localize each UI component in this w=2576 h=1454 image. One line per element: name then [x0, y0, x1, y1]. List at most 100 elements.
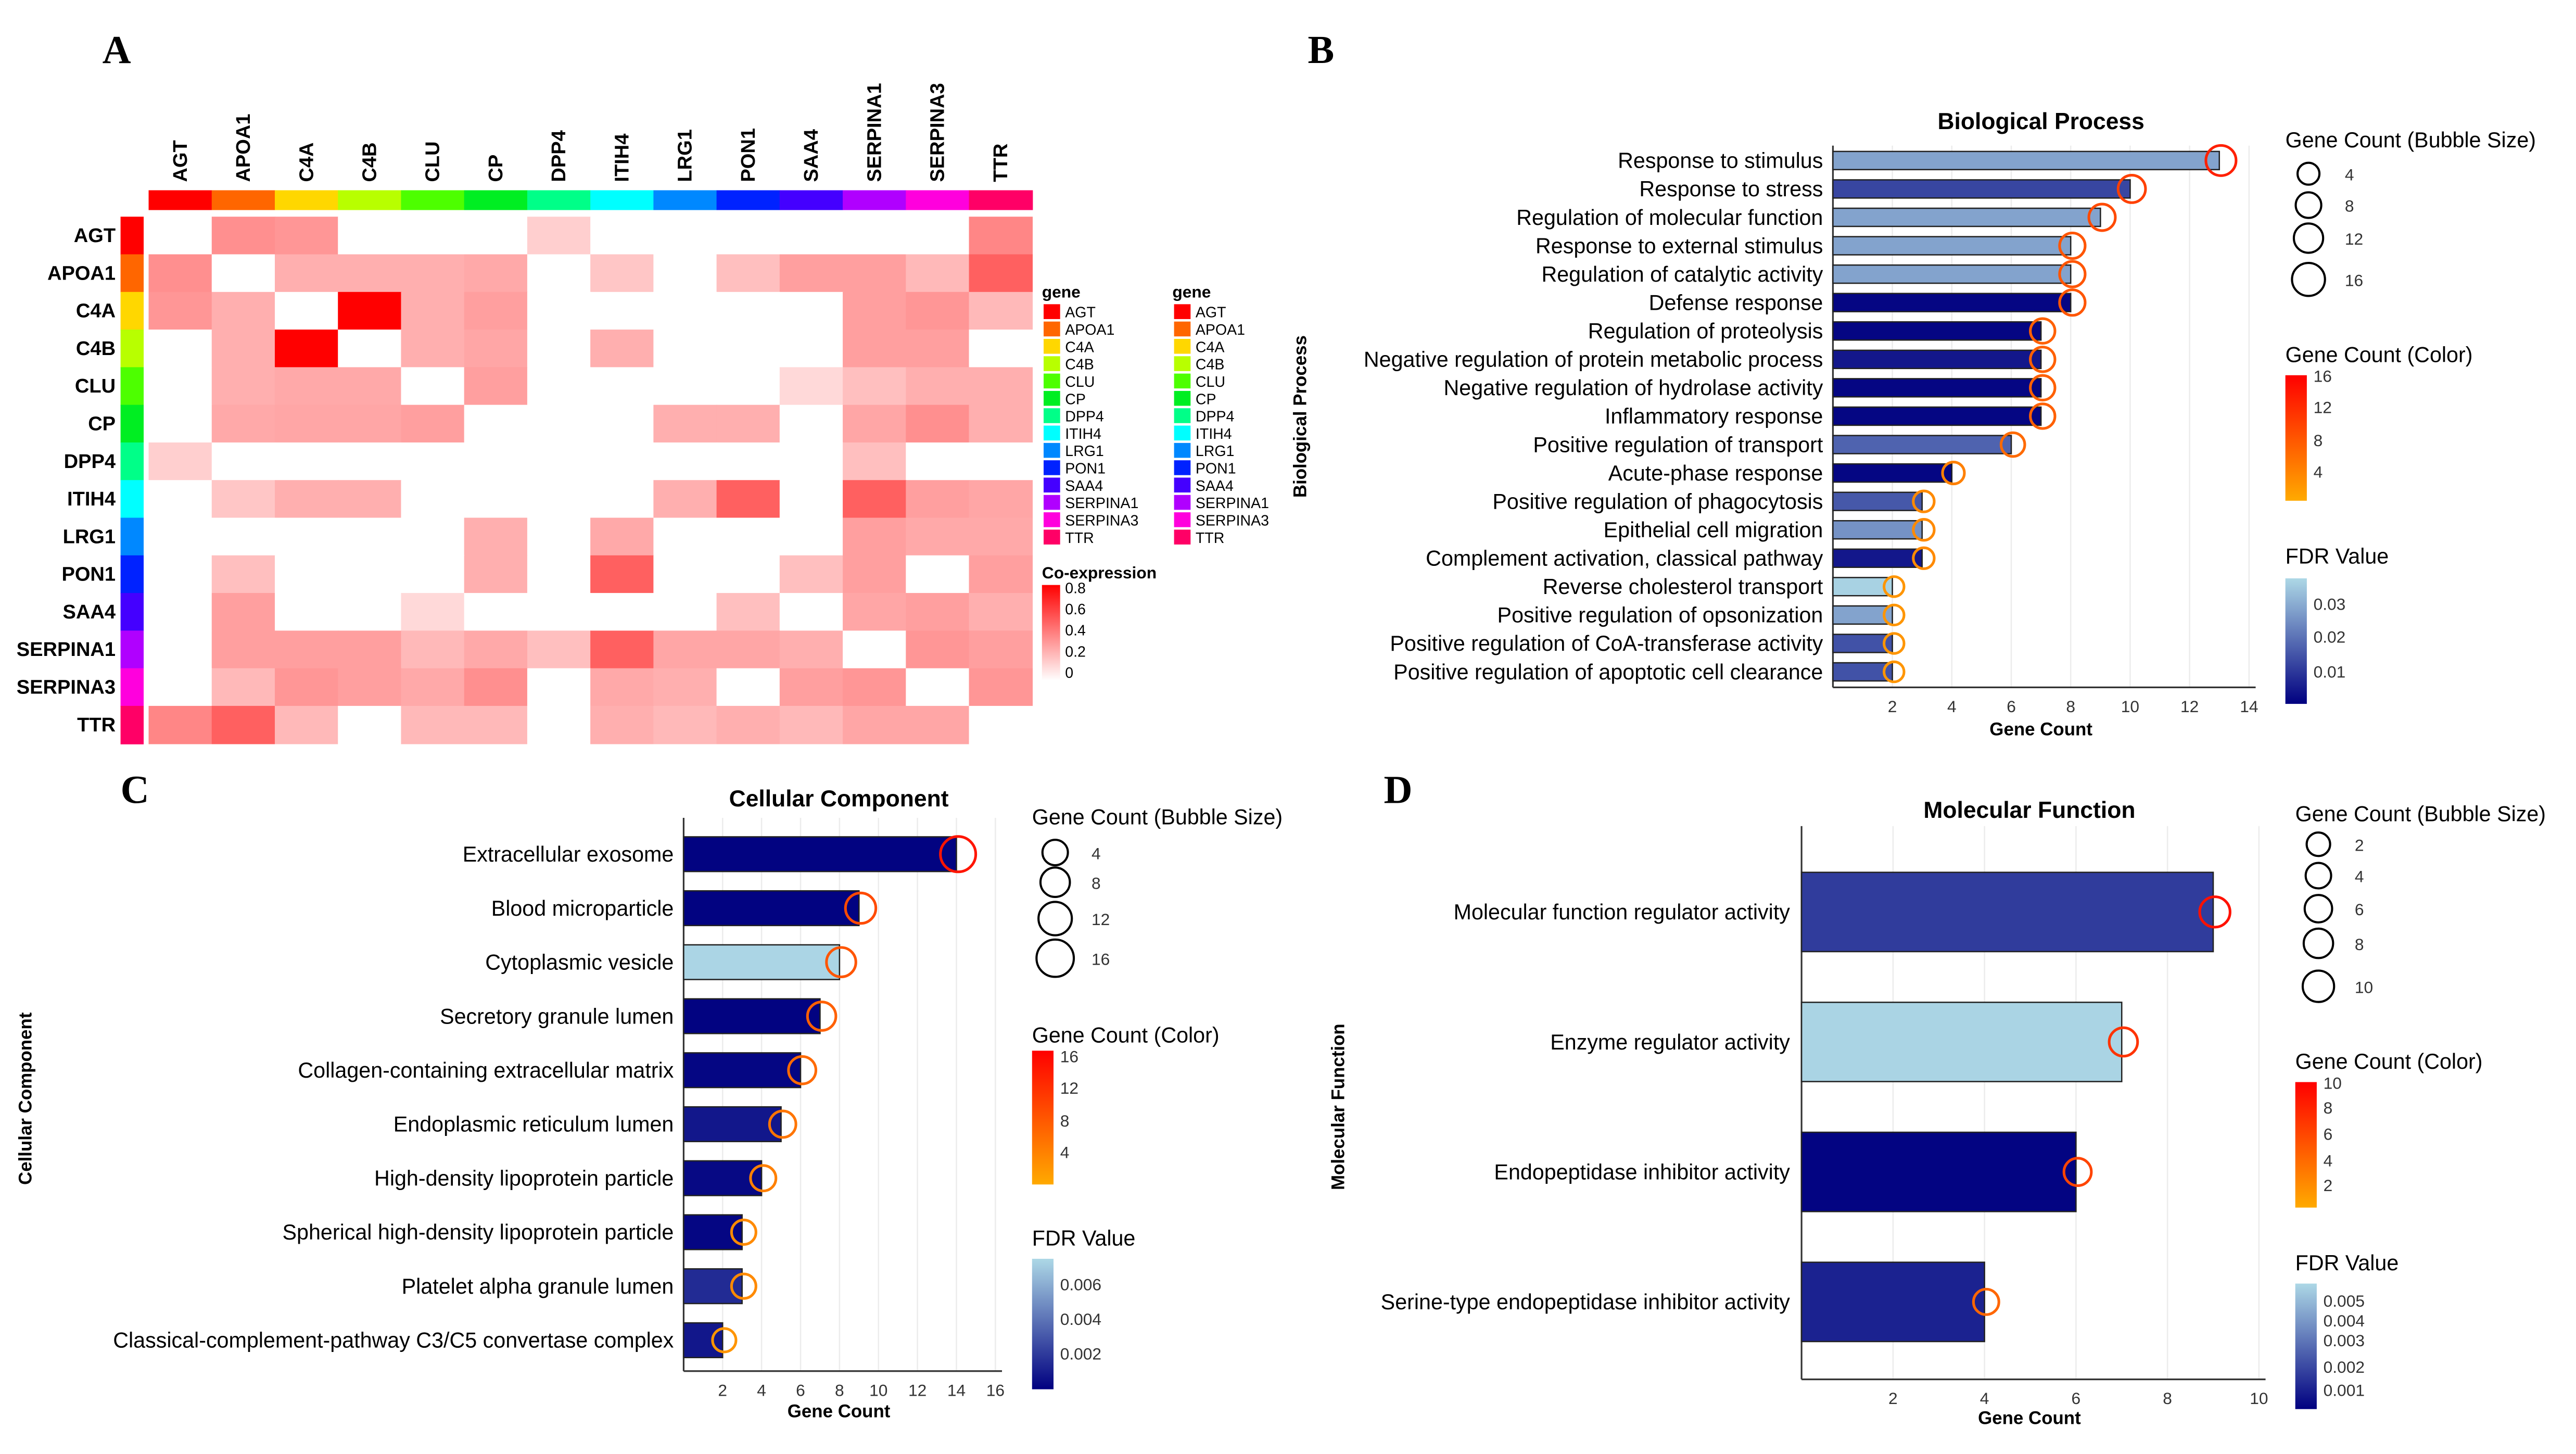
bar: [1800, 1131, 2077, 1212]
gene-legend-label: APOA1: [1065, 322, 1114, 338]
bubble-legend-circle: [2304, 862, 2332, 890]
heatmap-cell: [527, 705, 591, 744]
row-color-bar: [120, 404, 144, 444]
fdr-colorbar-tick: 0.03: [2314, 595, 2346, 613]
heatmap-cell: [779, 254, 844, 293]
heatmap-cell: [211, 442, 276, 481]
x-tick-label: 10: [869, 1381, 887, 1399]
heatmap-cell: [653, 555, 717, 594]
heatmap-cell: [843, 555, 907, 594]
fdr-colorbar-tick: 0.01: [2314, 662, 2346, 681]
heatmap-cell: [274, 442, 339, 481]
heatmap-cell: [464, 217, 528, 255]
heatmap-cell: [779, 404, 844, 444]
coexpression-heatmap: AGTAGTAPOA1APOA1C4AC4AC4BC4BCLUCLUCPCPDP…: [17, 83, 1269, 744]
heatmap-cell: [843, 593, 907, 631]
heatmap-cell: [716, 254, 781, 293]
heatmap-cell: [653, 292, 717, 331]
heatmap-cell: [274, 367, 339, 406]
category-label: Response to external stimulus: [1536, 234, 1823, 258]
fdr-colorbar-tick: 0.003: [2324, 1331, 2365, 1350]
heatmap-cell: [527, 217, 591, 255]
heatmap-cell: [843, 367, 907, 406]
coexpression-tick: 0.8: [1065, 580, 1086, 597]
category-label: Secretory granule lumen: [440, 1004, 674, 1028]
gene-count-bubble: [749, 1164, 778, 1193]
column-color-bar: [906, 190, 970, 210]
heatmap-cell: [148, 404, 213, 444]
gene-count-bubble: [711, 1327, 738, 1354]
gene-legend-swatch: [1174, 425, 1191, 441]
category-label: Positive regulation of CoA-transferase a…: [1390, 631, 1823, 655]
heatmap-cell: [969, 705, 1033, 744]
heatmap-cell: [464, 367, 528, 406]
chart-title: Cellular Component: [729, 786, 949, 812]
heatmap-cell: [779, 668, 844, 707]
bubble-legend-label: 8: [2355, 935, 2364, 954]
column-label: AGT: [170, 140, 192, 182]
heatmap-cell: [653, 367, 717, 406]
fdr-legend-title: FDR Value: [2286, 544, 2389, 568]
x-tick-label: 12: [908, 1381, 927, 1399]
bubble-legend-circle: [2305, 831, 2331, 857]
gene-legend-label: SERPINA1: [1196, 495, 1269, 512]
heatmap-cell: [401, 254, 465, 293]
gene-legend-label: TTR: [1196, 530, 1225, 547]
column-color-bar: [590, 190, 654, 210]
fdr-legend-title: FDR Value: [1032, 1227, 1136, 1250]
bubble-legend-circle: [2292, 222, 2325, 254]
bar: [1800, 1261, 1985, 1343]
gene-legend-label: CP: [1196, 391, 1216, 408]
column-color-bar: [779, 190, 844, 210]
bar: [1832, 349, 2042, 370]
heatmap-cell: [590, 292, 654, 331]
coexpression-legend-title: Co-expression: [1042, 563, 1157, 582]
heatmap-cell: [527, 442, 591, 481]
heatmap-cell: [338, 668, 402, 707]
row-label: TTR: [77, 714, 116, 736]
bar: [1832, 321, 2042, 341]
x-tick-label: 2: [718, 1381, 727, 1399]
heatmap-cell: [338, 217, 402, 255]
bubble-legend-label: 16: [1092, 950, 1110, 968]
gene-count-bubble: [2058, 260, 2087, 288]
heatmap-cell: [401, 442, 465, 481]
gene-legend-swatch: [1174, 442, 1191, 458]
row-color-bar: [120, 555, 144, 594]
count-color-legend-title: Gene Count (Color): [2295, 1050, 2483, 1073]
row-label: DPP4: [64, 451, 116, 473]
fdr-colorbar-tick: 0.002: [1060, 1345, 1101, 1363]
category-label: Blood microparticle: [491, 896, 674, 920]
bar: [1800, 1002, 2123, 1082]
category-label: High-density lipoprotein particle: [374, 1166, 674, 1190]
gene-legend-swatch: [1043, 373, 1060, 389]
heatmap-cell: [906, 330, 970, 368]
heatmap-cell: [211, 217, 276, 255]
x-axis-label: Gene Count: [788, 1401, 891, 1422]
gene-legend-swatch: [1174, 373, 1191, 389]
heatmap-cell: [716, 630, 781, 669]
gene-legend-label: DPP4: [1196, 409, 1235, 425]
bar: [1832, 179, 2131, 199]
column-color-bar: [527, 190, 591, 210]
heatmap-cell: [211, 367, 276, 406]
gene-count-bubble: [768, 1109, 797, 1139]
coexpression-tick: 0.2: [1065, 643, 1086, 660]
heatmap-cell: [211, 330, 276, 368]
heatmap-cell: [653, 630, 717, 669]
column-color-bar: [653, 190, 718, 210]
heatmap-cell: [527, 330, 591, 368]
gene-count-bubble: [825, 946, 857, 979]
heatmap-cell: [843, 480, 907, 519]
heatmap-cell: [464, 593, 528, 631]
heatmap-cell: [148, 442, 213, 481]
heatmap-cell: [843, 705, 907, 744]
heatmap-cell: [779, 292, 844, 331]
bar: [1832, 150, 2220, 171]
coexpression-colorbar: [1042, 585, 1060, 681]
bar: [1832, 463, 1953, 483]
heatmap-cell: [906, 555, 970, 594]
x-tick-label: 8: [835, 1381, 844, 1399]
gene-legend-label: CLU: [1196, 374, 1225, 390]
fdr-legend-title: FDR Value: [2295, 1251, 2399, 1275]
